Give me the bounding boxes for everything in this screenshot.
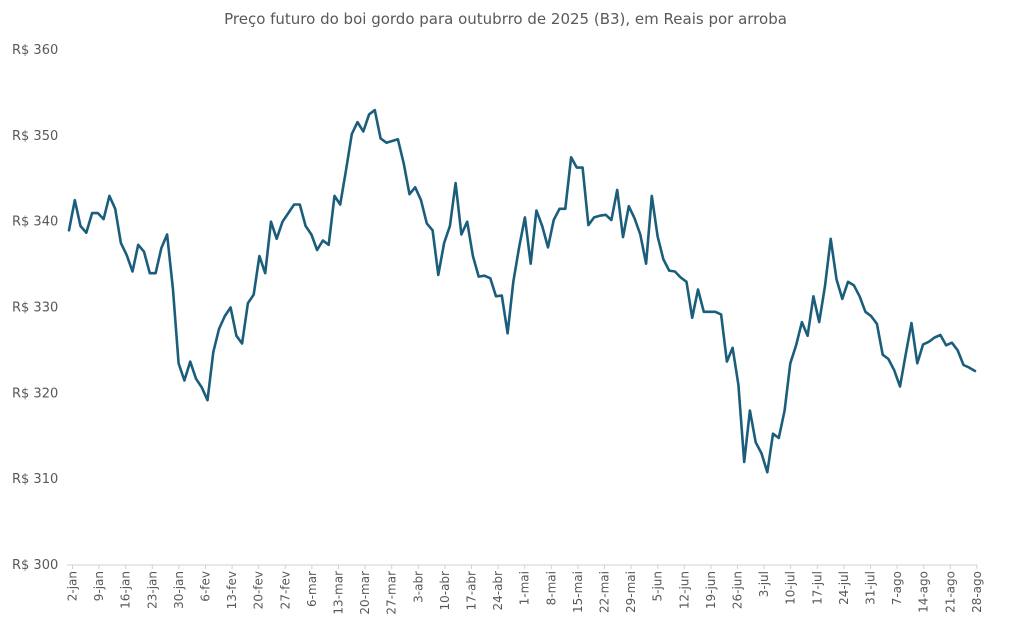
x-tick-label: 23-jan [145, 571, 159, 609]
series-line [67, 108, 977, 474]
x-tick-label: 3-abr [411, 571, 425, 603]
x-tick-label: 14-ago [917, 571, 931, 613]
x-tick-label: 7-ago [890, 571, 904, 605]
x-tick-label: 26-jun [731, 571, 745, 609]
x-tick-label: 21-ago [943, 571, 957, 613]
x-tick-label: 8-mai [544, 571, 558, 605]
y-tick-label: R$ 360 [12, 43, 58, 58]
x-tick-label: 24-jul [837, 571, 851, 605]
x-tick-label: 6-fev [199, 571, 213, 602]
x-tick-label: 30-jan [172, 571, 186, 609]
y-tick-label: R$ 300 [12, 558, 58, 573]
x-tick-label: 9-jan [92, 571, 106, 601]
x-tick-label: 10-abr [438, 571, 452, 611]
x-tick-label: 27-fev [278, 571, 292, 609]
x-tick-label: 13-mar [332, 571, 346, 615]
x-tick-label: 22-mai [598, 571, 612, 613]
x-tick-label: 20-mar [358, 571, 372, 615]
x-tick-label: 16-jan [119, 571, 133, 609]
x-axis-ticks: 2-jan 9-jan 16-jan 23-jan 30-jan 6-fev 13-fev 2… [66, 565, 984, 615]
x-tick-label: 24-abr [491, 571, 505, 611]
x-tick-label: 6-mar [305, 571, 319, 607]
x-tick-label: 5-jun [651, 571, 665, 602]
y-tick-label: R$ 350 [12, 129, 58, 144]
x-tick-label: 3-jul [757, 571, 771, 597]
x-tick-label: 1-mai [518, 571, 532, 605]
x-tick-label: 28-ago [970, 571, 984, 613]
y-tick-label: R$ 340 [12, 215, 58, 230]
x-tick-label: 29-mai [624, 571, 638, 613]
x-tick-label: 19-jun [704, 571, 718, 609]
x-tick-label: 15-mai [571, 571, 585, 613]
chart-title: Preço futuro do boi gordo para outubrro … [224, 10, 787, 28]
y-tick-label: R$ 330 [12, 301, 58, 316]
y-tick-label: R$ 310 [12, 472, 58, 487]
y-axis-ticks: R$ 300 R$ 310 R$ 320 R$ 330 R$ 340 R$ 350 R$ 3… [12, 43, 58, 573]
x-tick-label: 27-mar [385, 571, 399, 615]
x-tick-label: 20-fev [252, 571, 266, 609]
x-tick-label: 12-jun [677, 571, 691, 609]
x-tick-label: 17-jul [810, 571, 824, 605]
x-tick-label: 17-abr [465, 571, 479, 611]
x-tick-label: 2-jan [66, 571, 80, 601]
x-tick-label: 10-jul [784, 571, 798, 605]
x-tick-label: 13-fev [225, 571, 239, 609]
y-tick-label: R$ 320 [12, 386, 58, 401]
x-tick-label: 31-jul [864, 571, 878, 605]
